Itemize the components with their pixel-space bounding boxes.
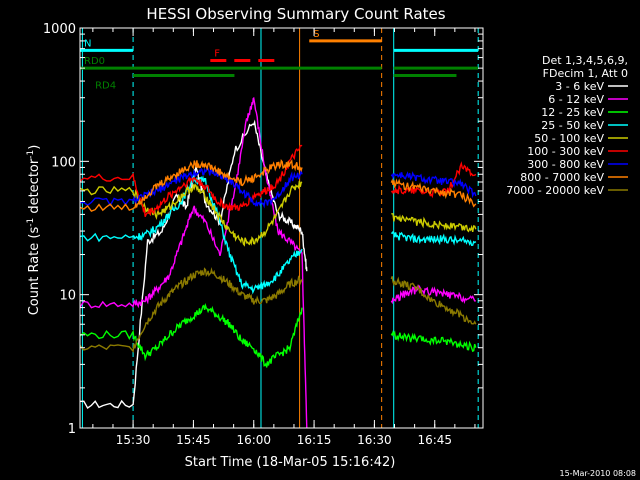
series-line-1-b [390,284,476,305]
legend-label-3: 25 - 50 keV [541,119,604,132]
legend: Det 1,3,4,5,6,9,FDecim 1, Att 03 - 6 keV… [506,54,628,197]
legend-label-2: 12 - 25 keV [541,106,604,119]
axes: 15:30 15:45 16:00 16:15 16:30 16:45 1 10 100 1000 [43,22,484,447]
x-tick-label-4: 16:30 [357,433,392,447]
flag-label-f: F [214,49,220,60]
series-line-8-b [390,276,477,325]
footer-timestamp: 15-Mar-2010 08:08 [560,469,637,478]
series-line-5-b [390,161,477,199]
legend-label-6: 300 - 800 keV [527,158,604,171]
y-label-mid: detector [27,158,42,218]
legend-label-1: 6 - 12 keV [548,93,604,106]
series-line-6 [79,165,303,209]
plot-frame [79,27,484,429]
series-line-6-b [390,171,477,199]
series-line-4-b [391,213,477,233]
y-label-sup2: -1 [26,150,36,159]
legend-label-5: 100 - 300 keV [527,145,604,158]
x-tick-label-2: 16:00 [236,433,271,447]
y-axis-label: Count Rate (s-1 detector-1) [26,145,42,316]
x-tick-label-1: 15:45 [176,433,211,447]
y-tick-label-2: 100 [51,155,76,170]
legend-label-0: 3 - 6 keV [555,80,604,93]
series-line-5 [79,144,303,218]
series-line-3-b [390,230,477,247]
y-label-main: Count Rate (s [27,227,42,316]
x-tick-label-3: 16:15 [297,433,332,447]
x-axis-label: Start Time (18-Mar-05 15:16:42) [185,455,396,470]
legend-label-4: 50 - 100 keV [534,132,604,145]
x-tick-label-5: 16:45 [417,433,452,447]
series-line-0 [79,119,308,410]
flag-label-s: S [313,29,319,40]
plot-area: N F S RD0 RD4 [79,28,479,429]
series-line-1 [79,96,308,429]
x-tick-label-0: 15:30 [116,433,151,447]
series-line-7 [79,159,303,212]
legend-label-8: 7000 - 20000 keV [506,184,604,197]
legend-header-1: FDecim 1, Att 0 [543,67,628,80]
y-tick-label-1: 10 [59,289,76,304]
y-label-end: ) [27,145,42,150]
y-tick-label-0: 1 [68,422,76,437]
flag-label-n: N [84,38,91,49]
legend-label-7: 800 - 7000 keV [520,171,604,184]
y-tick-label-3: 1000 [43,22,76,37]
series-line-8 [79,267,303,353]
flag-label-rd0: RD0 [84,56,105,67]
series-line-2-b [390,330,477,353]
series-line-7-b [390,178,477,208]
series-line-2 [79,302,303,368]
flag-label-rd4: RD4 [95,81,116,92]
legend-header-0: Det 1,3,4,5,6,9, [542,54,628,67]
y-label-sup1: -1 [26,218,36,227]
series-line-3 [79,174,303,295]
chart-title: HESSI Observing Summary Count Rates [146,5,445,23]
